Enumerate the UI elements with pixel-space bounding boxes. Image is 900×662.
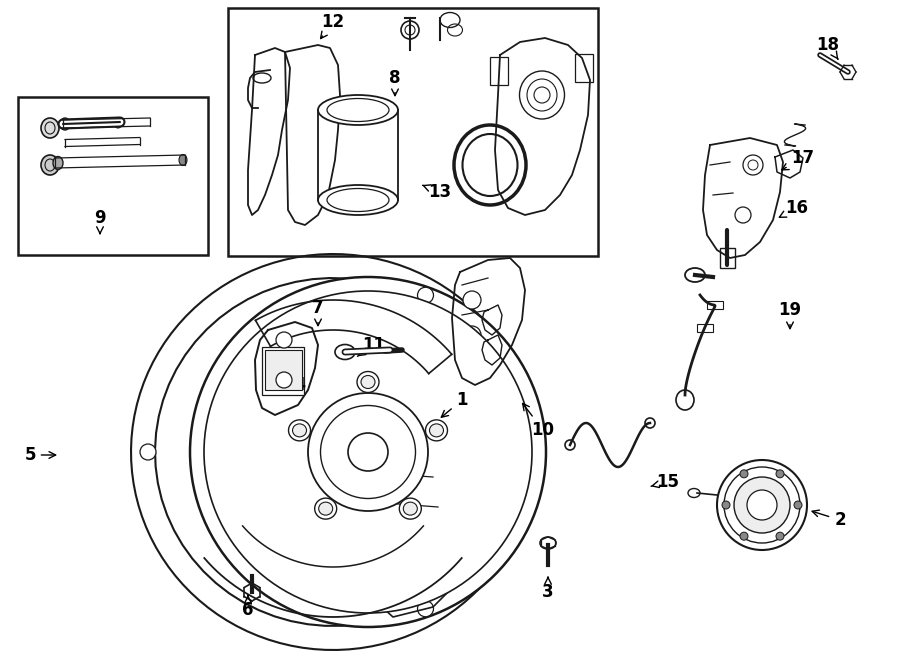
Bar bbox=[265, 350, 302, 390]
Ellipse shape bbox=[318, 185, 398, 215]
Circle shape bbox=[418, 600, 434, 617]
Circle shape bbox=[722, 501, 730, 509]
Ellipse shape bbox=[676, 390, 694, 410]
Ellipse shape bbox=[540, 537, 556, 549]
Ellipse shape bbox=[688, 489, 700, 498]
Circle shape bbox=[776, 532, 784, 540]
Ellipse shape bbox=[426, 420, 447, 441]
Ellipse shape bbox=[320, 406, 416, 498]
Ellipse shape bbox=[289, 420, 310, 441]
Text: 18: 18 bbox=[816, 36, 840, 59]
Ellipse shape bbox=[348, 433, 388, 471]
Ellipse shape bbox=[253, 73, 271, 83]
Circle shape bbox=[743, 155, 763, 175]
Bar bbox=[706, 301, 723, 309]
Ellipse shape bbox=[429, 424, 444, 437]
Ellipse shape bbox=[204, 291, 532, 613]
Circle shape bbox=[724, 467, 800, 543]
Bar bbox=[262, 347, 304, 395]
Ellipse shape bbox=[308, 393, 428, 511]
Bar bbox=[18, 97, 208, 255]
Ellipse shape bbox=[60, 118, 70, 130]
Text: 3: 3 bbox=[542, 577, 554, 601]
Bar bbox=[490, 57, 508, 85]
Circle shape bbox=[747, 490, 777, 520]
Ellipse shape bbox=[41, 118, 59, 138]
Text: 9: 9 bbox=[94, 209, 106, 234]
Text: 11: 11 bbox=[357, 336, 385, 356]
Text: 14: 14 bbox=[278, 375, 307, 394]
Ellipse shape bbox=[114, 118, 122, 128]
Circle shape bbox=[776, 470, 784, 478]
Ellipse shape bbox=[41, 155, 59, 175]
Text: 8: 8 bbox=[390, 69, 400, 96]
Text: 16: 16 bbox=[779, 199, 808, 217]
Ellipse shape bbox=[315, 498, 337, 519]
Ellipse shape bbox=[318, 95, 398, 125]
Circle shape bbox=[717, 460, 807, 550]
Ellipse shape bbox=[179, 154, 187, 166]
Circle shape bbox=[740, 532, 748, 540]
Text: 17: 17 bbox=[782, 149, 814, 170]
Circle shape bbox=[463, 326, 481, 344]
Text: 5: 5 bbox=[24, 446, 56, 464]
Circle shape bbox=[418, 287, 434, 303]
Text: 1: 1 bbox=[441, 391, 468, 417]
Ellipse shape bbox=[403, 502, 418, 515]
Ellipse shape bbox=[190, 277, 546, 627]
Ellipse shape bbox=[400, 498, 421, 519]
Bar bbox=[228, 8, 598, 256]
Ellipse shape bbox=[319, 502, 333, 515]
Ellipse shape bbox=[53, 156, 63, 169]
Circle shape bbox=[276, 332, 292, 348]
Ellipse shape bbox=[357, 371, 379, 393]
Circle shape bbox=[740, 470, 748, 478]
Text: 12: 12 bbox=[320, 13, 345, 38]
Text: 2: 2 bbox=[812, 510, 846, 529]
Text: 15: 15 bbox=[651, 473, 680, 491]
Circle shape bbox=[794, 501, 802, 509]
Text: 10: 10 bbox=[523, 403, 554, 439]
Bar bbox=[720, 248, 735, 268]
Circle shape bbox=[735, 207, 751, 223]
Ellipse shape bbox=[685, 268, 705, 282]
Circle shape bbox=[734, 477, 790, 533]
Circle shape bbox=[140, 444, 156, 460]
Text: 4: 4 bbox=[763, 496, 781, 514]
Ellipse shape bbox=[292, 424, 307, 437]
Text: 6: 6 bbox=[242, 595, 254, 619]
Circle shape bbox=[463, 291, 481, 309]
Circle shape bbox=[401, 21, 419, 39]
Text: 13: 13 bbox=[423, 183, 452, 201]
Bar bbox=[575, 54, 593, 82]
Circle shape bbox=[276, 372, 292, 388]
Bar bbox=[697, 324, 713, 332]
Ellipse shape bbox=[335, 344, 355, 359]
Text: 19: 19 bbox=[778, 301, 802, 328]
Text: 7: 7 bbox=[312, 299, 324, 326]
Ellipse shape bbox=[361, 375, 375, 389]
